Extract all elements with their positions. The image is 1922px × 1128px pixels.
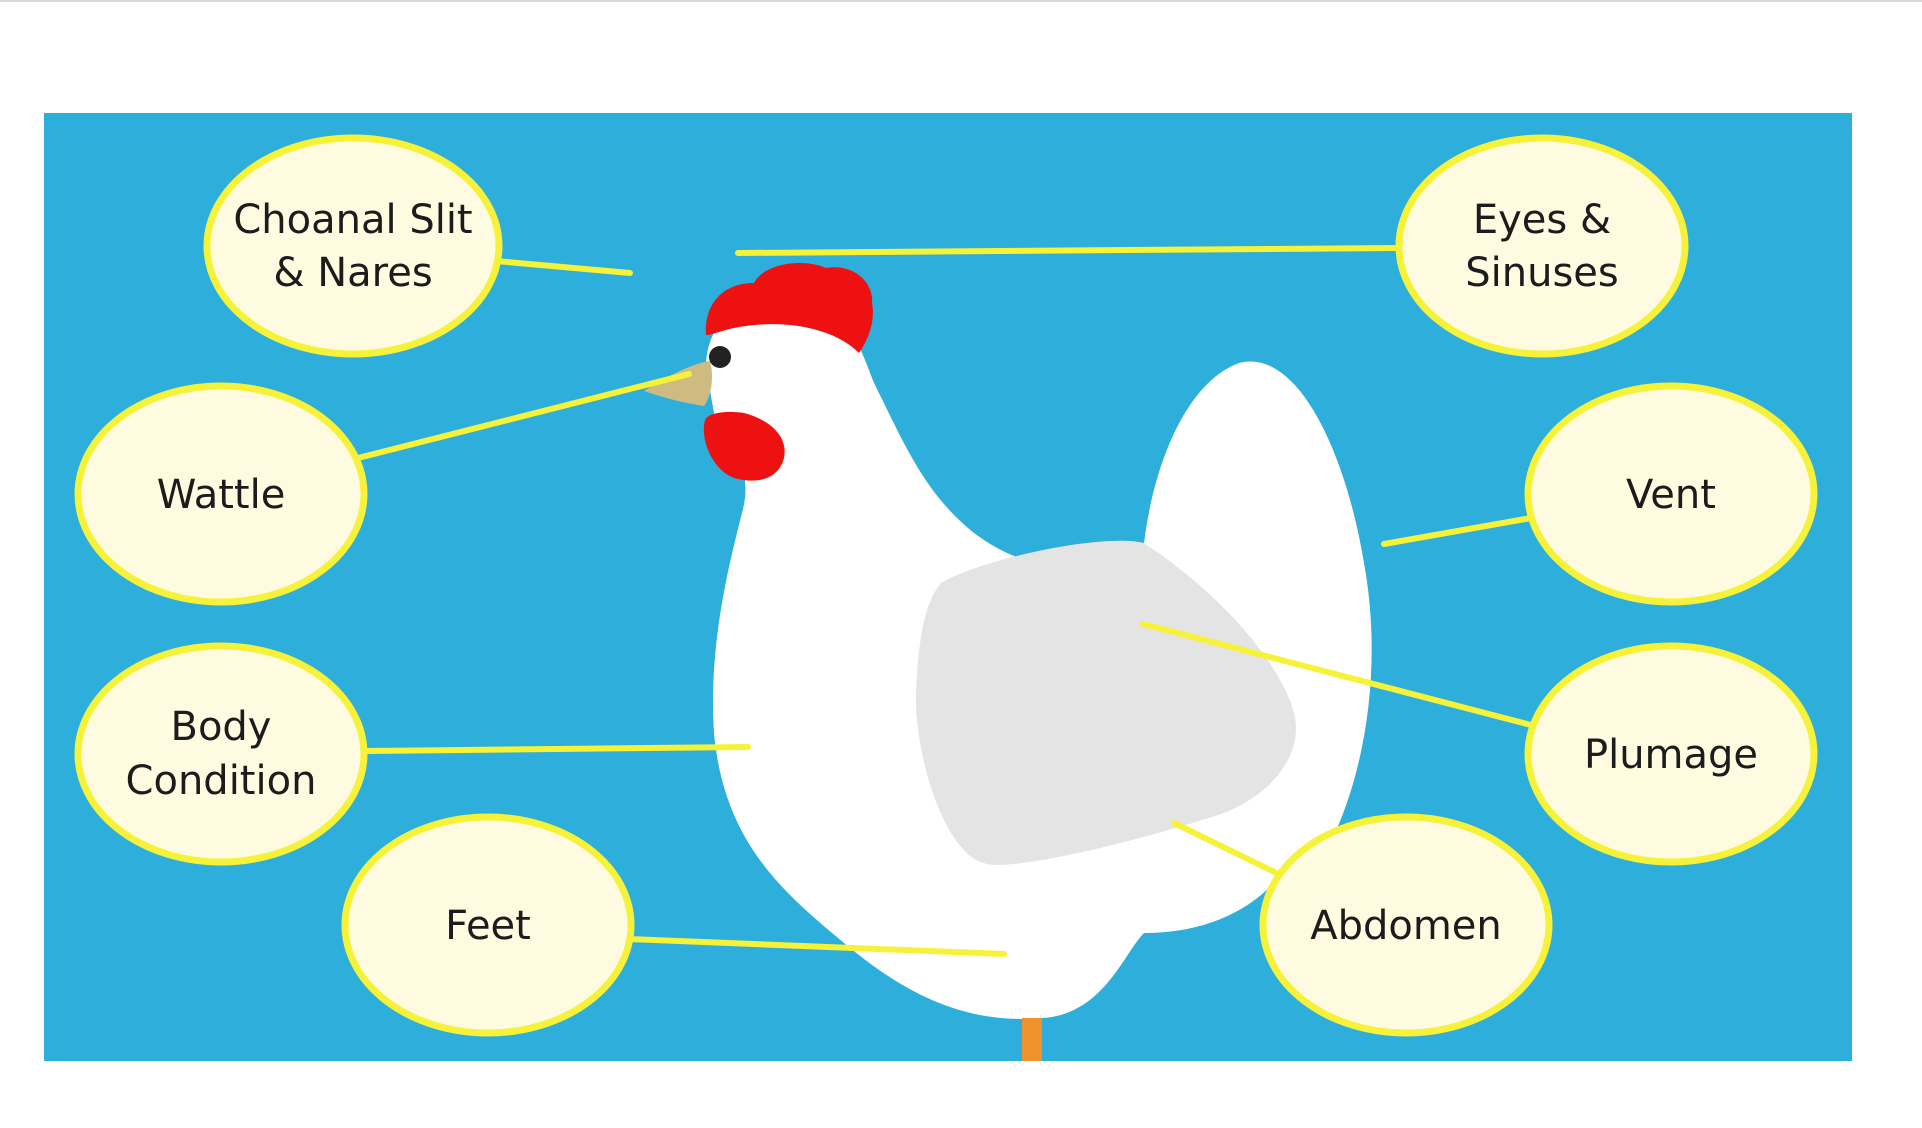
hen-beak [644, 361, 712, 406]
leader-line-body [361, 744, 751, 754]
label-choanal: Choanal Slit & Nares [203, 134, 503, 358]
diagram-panel: Choanal Slit & Nares Eyes & Sinuses Watt… [44, 113, 1852, 1061]
top-divider [0, 0, 1922, 2]
label-bubble-vent [1524, 382, 1818, 606]
label-feet: Feet [341, 813, 635, 1037]
hen-leg [1022, 1018, 1042, 1061]
label-eyes-line1: Eyes & [1473, 197, 1611, 243]
label-plumage-line1: Plumage [1584, 732, 1758, 778]
label-plumage: Plumage [1524, 642, 1818, 866]
hen-comb [705, 263, 873, 353]
label-bubble-body [74, 642, 368, 866]
label-vent-line1: Vent [1626, 472, 1716, 518]
label-abdomen: Abdomen [1259, 813, 1553, 1037]
leader-line-wattle [355, 371, 692, 461]
leader-lines [355, 245, 1534, 957]
label-vent: Vent [1524, 382, 1818, 606]
hen-diagram: Choanal Slit & Nares Eyes & Sinuses Watt… [74, 134, 1818, 1061]
label-body: Body Condition [74, 642, 368, 866]
label-bubble-plumage [1524, 642, 1818, 866]
label-body-line2: Condition [126, 758, 317, 804]
hen-eye [709, 346, 731, 368]
hen-illustration [644, 263, 1372, 1061]
label-choanal-line2: & Nares [273, 250, 432, 296]
label-choanal-line1: Choanal Slit [233, 197, 472, 243]
label-wattle: Wattle [74, 382, 368, 606]
label-feet-line1: Feet [445, 903, 531, 949]
label-eyes: Eyes & Sinuses [1395, 134, 1689, 358]
leader-line-plumage [1140, 621, 1534, 728]
label-body-line1: Body [171, 704, 272, 750]
leader-line-choanal [493, 258, 633, 276]
label-bubble-abdomen [1259, 813, 1553, 1037]
label-bubble-eyes [1395, 134, 1689, 358]
leader-line-feet [600, 935, 1007, 957]
label-wattle-line1: Wattle [157, 472, 286, 518]
label-eyes-line2: Sinuses [1465, 250, 1619, 296]
label-abdomen-line1: Abdomen [1310, 903, 1502, 949]
label-bubble-wattle [74, 382, 368, 606]
leader-line-vent [1381, 515, 1534, 547]
hen-wing [915, 540, 1296, 865]
label-bubble-choanal [203, 134, 503, 358]
leader-line-eyes [735, 245, 1402, 256]
hen-wattle [703, 411, 785, 481]
label-bubble-feet [341, 813, 635, 1037]
